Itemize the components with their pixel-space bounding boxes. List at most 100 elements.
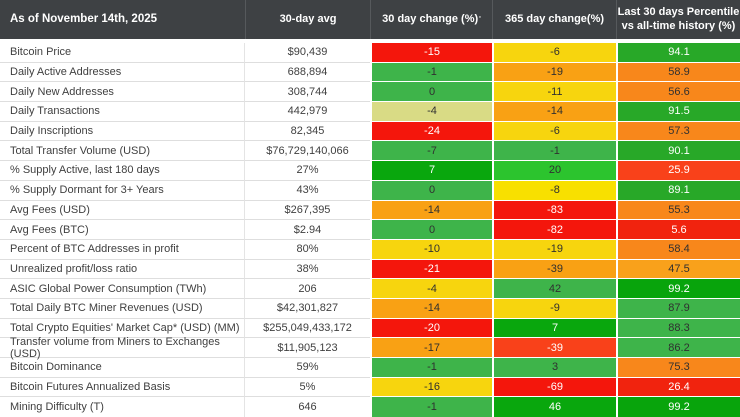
metric-365day-change-cell: -14	[492, 102, 616, 122]
metric-label: Bitcoin Dominance	[0, 358, 245, 378]
metric-30day-avg-value: 80%	[245, 240, 370, 260]
metric-30day-change-cell: -1	[370, 397, 492, 417]
metric-365day-change-cell: -8	[492, 180, 616, 201]
header-percentile-line1: Last 30 days Percentile	[617, 5, 740, 18]
metric-percentile-cell: 99.2	[616, 279, 740, 299]
header-gap	[0, 39, 740, 43]
metric-365day-change-cell: -83	[492, 200, 616, 221]
metric-365day-change-cell: -39	[492, 338, 616, 358]
metric-365day-change-cell: 46	[492, 397, 616, 417]
metric-percentile-cell: 55.3	[616, 200, 740, 221]
metric-percentile-cell: 26.4	[616, 377, 740, 398]
metric-365day-change-cell: -6	[492, 43, 616, 63]
metric-percentile-cell: 58.4	[616, 239, 740, 260]
metric-30day-avg-value: 38%	[245, 260, 370, 280]
metric-label: Bitcoin Futures Annualized Basis	[0, 377, 245, 398]
metric-365day-change-cell: -19	[492, 62, 616, 83]
metric-30day-change-cell: -7	[370, 141, 492, 162]
metric-label: % Supply Active, last 180 days	[0, 161, 245, 181]
metric-30day-avg-value: 206	[245, 279, 370, 299]
table-row: Bitcoin Price $90,439 -15 -6 94.1	[0, 43, 740, 63]
metric-percentile-cell: 75.3	[616, 358, 740, 378]
metric-30day-change-cell: 0	[370, 82, 492, 103]
table-row: Unrealized profit/loss ratio 38% -21 -39…	[0, 259, 740, 280]
table-row: Mining Difficulty (T) 646 -1 46 99.2	[0, 397, 740, 417]
metric-label: Daily Inscriptions	[0, 121, 245, 142]
metric-30day-avg-value: 82,345	[245, 122, 370, 142]
metric-30day-avg-value: $42,301,827	[245, 299, 370, 319]
metric-label: % Supply Dormant for 3+ Years	[0, 180, 245, 201]
metric-365day-change-cell: -39	[492, 259, 616, 280]
metric-30day-avg-value: $76,729,140,066	[245, 141, 370, 162]
header-365day-change: 365 day change(%)	[492, 0, 616, 39]
metric-30day-avg-value: 646	[298, 401, 317, 414]
metric-percentile-cell: 91.5	[616, 102, 740, 122]
metric-label: Avg Fees (USD)	[0, 200, 245, 221]
metric-365day-change-cell: -1	[492, 141, 616, 162]
table-row: Percent of BTC Addresses in profit 80% -…	[0, 239, 740, 260]
metric-365day-change-cell: 7	[492, 318, 616, 339]
metric-30day-avg-value: 27%	[245, 161, 370, 181]
metric-percentile-cell: 88.3	[616, 318, 740, 339]
header-footnote-mark: '	[479, 16, 481, 23]
metric-percentile-cell: 89.1	[616, 180, 740, 201]
header-30day-change-label: 30 day change (%)	[382, 12, 479, 25]
header-percentile-line2: vs all-time history (%)	[621, 19, 736, 32]
metric-30day-change-cell: -1	[370, 62, 492, 83]
metric-label: Total Transfer Volume (USD)	[0, 141, 245, 162]
metric-365day-change-cell: 42	[492, 279, 616, 299]
metric-percentile-cell: 90.1	[616, 141, 740, 162]
table-row: Total Transfer Volume (USD) $76,729,140,…	[0, 141, 740, 162]
table-row: Daily New Addresses 308,744 0 -11 56.6	[0, 82, 740, 103]
metric-percentile-cell: 47.5	[616, 259, 740, 280]
metric-label: Percent of BTC Addresses in profit	[0, 239, 245, 260]
table-body: Bitcoin Price $90,439 -15 -6 94.1 Daily …	[0, 43, 740, 417]
metric-365day-change-cell: -69	[492, 377, 616, 398]
table-row: ASIC Global Power Consumption (TWh) 206 …	[0, 279, 740, 299]
metric-30day-change-cell: -14	[370, 200, 492, 221]
table-row: Avg Fees (BTC) $2.94 0 -82 5.6	[0, 220, 740, 240]
metric-label: ASIC Global Power Consumption (TWh)	[0, 279, 245, 299]
metric-30day-avg-value: 5%	[245, 378, 370, 398]
metric-percentile-cell: 94.1	[616, 43, 740, 63]
metric-label: Transfer volume from Miners to Exchanges…	[0, 336, 245, 360]
metric-percentile-cell: 25.9	[616, 161, 740, 181]
metric-30day-change-cell: -4	[370, 102, 492, 122]
header-date: As of November 14th, 2025	[10, 13, 158, 26]
metric-percentile-cell: 56.6	[616, 82, 740, 103]
metric-percentile-cell: 99.2	[616, 397, 740, 417]
metric-label: Daily New Addresses	[0, 82, 245, 103]
table-row: Total Daily BTC Miner Revenues (USD) $42…	[0, 298, 740, 319]
header-30day-avg: 30-day avg	[245, 0, 370, 39]
header-30day-change: 30 day change (%) '	[370, 0, 492, 39]
metric-label: Total Daily BTC Miner Revenues (USD)	[0, 298, 245, 319]
metric-30day-change-cell: 7	[370, 161, 492, 181]
table-row: Total Crypto Equities' Market Cap* (USD)…	[0, 318, 740, 339]
table-row: % Supply Active, last 180 days 27% 7 20 …	[0, 161, 740, 181]
metric-30day-change-cell: -20	[370, 318, 492, 339]
metric-label: Daily Active Addresses	[0, 62, 245, 83]
metric-percentile-cell: 87.9	[616, 298, 740, 319]
metric-30day-change-cell: -14	[370, 298, 492, 319]
metric-30day-change-cell: 0	[370, 220, 492, 240]
table-row: Avg Fees (USD) $267,395 -14 -83 55.3	[0, 200, 740, 221]
metric-30day-avg-value: $11,905,123	[245, 338, 370, 358]
metric-365day-change-cell: -9	[492, 298, 616, 319]
metric-365day-change-cell: -82	[492, 220, 616, 240]
table-row: Daily Active Addresses 688,894 -1 -19 58…	[0, 62, 740, 83]
metric-30day-avg-value: $255,049,433,172	[245, 319, 370, 339]
metric-30day-avg-value: 43%	[245, 181, 370, 201]
metric-365day-change-cell: -11	[492, 82, 616, 103]
metric-30day-avg-value: $2.94	[245, 220, 370, 240]
metric-label: Mining Difficulty (T)	[0, 397, 245, 417]
metric-label: Unrealized profit/loss ratio	[0, 259, 245, 280]
metric-label: Daily Transactions	[0, 102, 245, 122]
metric-30day-avg-value: $90,439	[245, 43, 370, 63]
header-percentile-text: Last 30 days Percentile vs all-time hist…	[618, 6, 740, 34]
table-header-row: As of November 14th, 2025 30-day avg 30 …	[0, 0, 740, 39]
metric-30day-avg-value: $267,395	[245, 201, 370, 221]
metric-percentile-cell: 86.2	[616, 338, 740, 358]
metric-30day-change-cell: -1	[370, 358, 492, 378]
table-row: Daily Transactions 442,979 -4 -14 91.5	[0, 102, 740, 122]
